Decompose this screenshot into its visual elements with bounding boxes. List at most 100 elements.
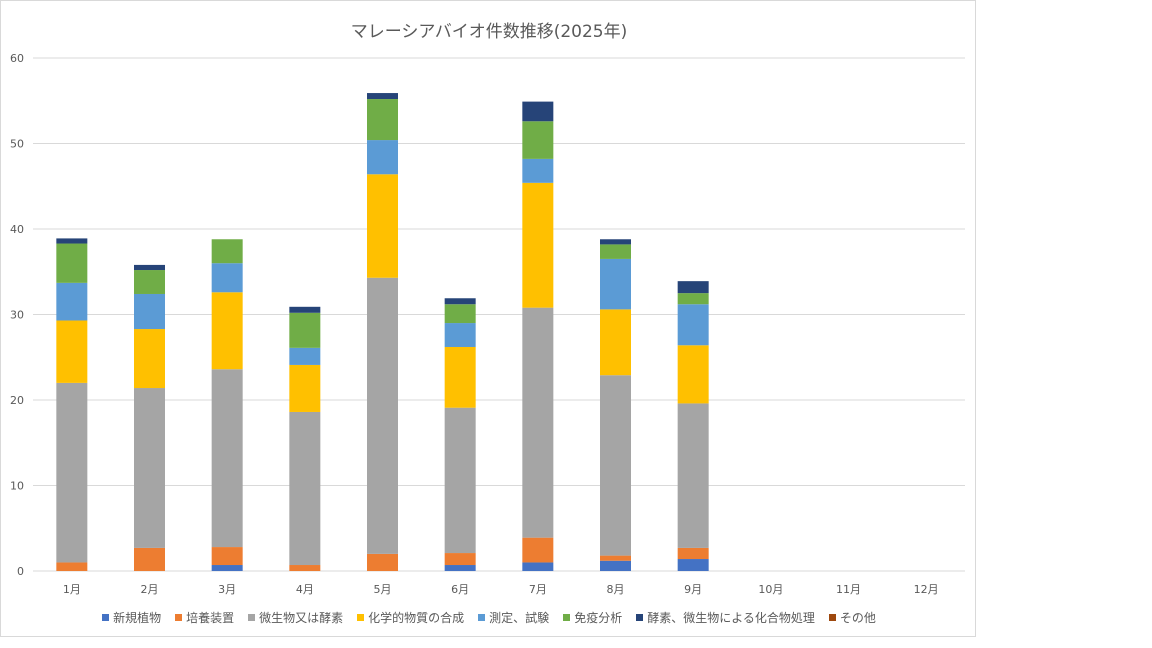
legend-item: 微生物又は酵素: [248, 609, 343, 626]
legend-swatch: [357, 614, 365, 621]
y-tick-label: 60: [10, 52, 24, 65]
bar-segment: [522, 121, 554, 159]
y-tick-label: 0: [17, 565, 24, 578]
legend-item: 化学的物質の合成: [357, 609, 464, 626]
bar-segment: [56, 243, 88, 283]
y-tick-label: 20: [10, 394, 24, 407]
x-tick-label: 2月: [141, 583, 159, 596]
bar-segment: [211, 369, 243, 548]
bar-segment: [444, 553, 476, 566]
x-tick-label: 4月: [296, 583, 314, 596]
y-tick-label: 50: [10, 138, 24, 151]
bar-segment: [522, 562, 554, 571]
legend-swatch: [102, 614, 110, 621]
bar-segment: [600, 258, 631, 310]
plot-area: 0 10 20 30 40 50 60 1月 2月 3月 4月 5月 6月 7月 8月 9月 10月 11月 12月: [10, 52, 965, 596]
bar-segment: [600, 239, 631, 245]
bar-segment: [600, 560, 631, 571]
bar-segment: [289, 347, 321, 365]
legend: 新規植物 培養装置 微生物又は酵素 化学的物質の合成 測定、試験 免疫分析 酵素、微生物によ…: [1, 609, 977, 626]
legend-label: 培養装置: [186, 611, 235, 625]
bar-segment: [367, 174, 398, 278]
x-tick-label: 9月: [684, 583, 702, 596]
bar-segment: [56, 238, 88, 244]
legend-item: 免疫分析: [563, 609, 622, 626]
bar-segment: [677, 547, 709, 560]
bar-segment: [367, 93, 398, 100]
x-tick-label: 11月: [836, 583, 861, 596]
chart-area: マレーシアバイオ件数推移(2025年) 0 10 20 30 40 50 60 1月 2月 3月 4…: [0, 0, 976, 637]
bar-segment: [677, 345, 709, 404]
legend-label: 測定、試験: [489, 611, 550, 625]
legend-label: その他: [839, 611, 876, 625]
legend-item: その他: [828, 609, 876, 626]
x-tick-label: 5月: [374, 583, 392, 596]
x-tick-label: 6月: [451, 583, 469, 596]
bar-segment: [677, 559, 709, 571]
legend-label: 酵素、微生物による化合物処理: [647, 611, 815, 625]
legend-item: 測定、試験: [478, 609, 549, 626]
bar-segment: [289, 411, 321, 566]
legend-item: 培養装置: [175, 609, 234, 626]
bar-segment: [444, 346, 476, 408]
bar-segment: [600, 555, 631, 561]
x-tick-label: 10月: [758, 583, 783, 596]
x-tick-label: 8月: [607, 583, 625, 596]
bar-segment: [134, 270, 165, 294]
legend-label: 微生物又は酵素: [259, 611, 344, 625]
x-tick-label: 3月: [218, 583, 236, 596]
legend-swatch: [636, 614, 644, 621]
bar-segment: [444, 298, 476, 305]
bar-segment: [134, 293, 165, 330]
bar-segment: [56, 382, 88, 563]
legend-label: 免疫分析: [574, 611, 623, 625]
bar-segment: [134, 547, 165, 571]
y-tick-label: 30: [10, 309, 24, 322]
bar-segment: [56, 282, 88, 321]
legend-swatch: [175, 614, 183, 621]
legend-item: 酵素、微生物による化合物処理: [636, 609, 815, 626]
bar-segment: [289, 306, 321, 313]
chart-title: マレーシアバイオ件数推移(2025年): [350, 22, 628, 42]
legend-swatch: [478, 614, 486, 621]
bar-segment: [522, 182, 554, 308]
legend-swatch: [828, 614, 836, 621]
bar-segment: [367, 553, 398, 571]
bar-segment: [289, 364, 321, 412]
legend-label: 化学的物質の合成: [368, 611, 465, 625]
bar-segment: [211, 565, 243, 571]
bar-segment: [677, 281, 709, 294]
bar-segment: [600, 375, 631, 556]
bar-segment: [367, 140, 398, 175]
bar-segment: [211, 263, 243, 293]
bar-segment: [677, 403, 709, 548]
bar-segment: [677, 293, 709, 305]
bar-segment: [522, 307, 554, 538]
y-tick-label: 10: [10, 480, 24, 493]
bar-segment: [600, 309, 631, 376]
bar-segment: [289, 565, 321, 571]
bar-segment: [444, 407, 476, 554]
bar-segment: [367, 277, 398, 554]
bar-segment: [367, 99, 398, 141]
bar-segment: [289, 312, 321, 348]
x-tick-label: 1月: [63, 583, 81, 596]
bar-segment: [56, 320, 88, 383]
x-tick-label: 7月: [529, 583, 547, 596]
legend-swatch: [248, 614, 256, 621]
bar-segment: [522, 158, 554, 183]
x-tick-label: 12月: [914, 583, 939, 596]
bar-segment: [522, 101, 554, 122]
bar-segment: [444, 323, 476, 347]
bar-segment: [134, 329, 165, 389]
bar-segment: [522, 537, 554, 563]
y-tick-label: 40: [10, 223, 24, 236]
bar-segment: [134, 388, 165, 548]
bar-segment: [211, 292, 243, 370]
bar-segment: [134, 264, 165, 271]
bar-segment: [600, 244, 631, 259]
bar-segment: [211, 239, 243, 264]
bar-segment: [444, 304, 476, 324]
legend-item: 新規植物: [102, 609, 161, 626]
bar-segment: [211, 547, 243, 566]
